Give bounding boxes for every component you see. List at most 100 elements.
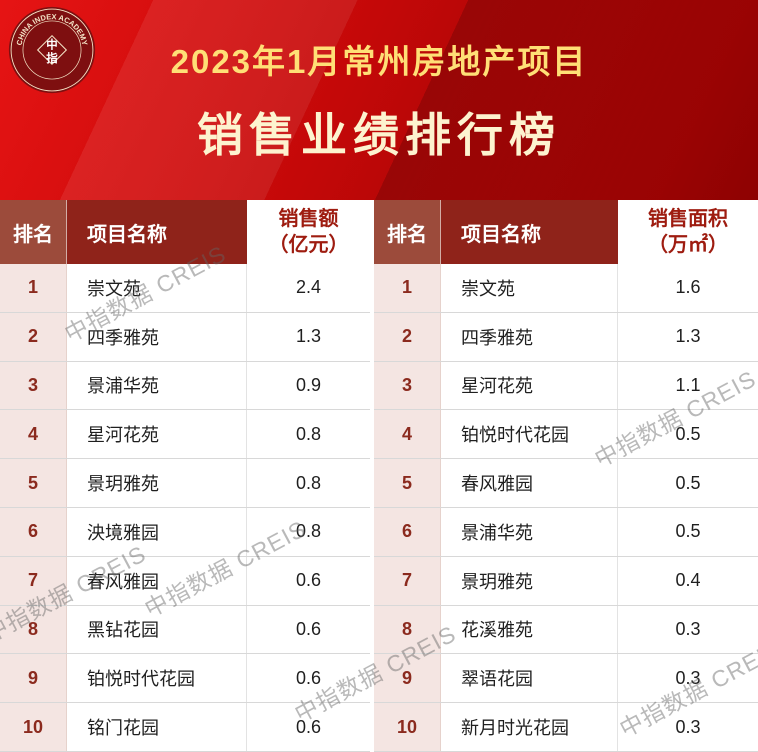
rank-cell: 8: [0, 605, 67, 654]
rank-cell: 8: [374, 605, 441, 654]
value-cell: 0.3: [675, 667, 701, 688]
table-row: 2 四季雅苑 1.3: [374, 312, 758, 362]
table-header-row: 排名 项目名称 销售额 （亿元）: [0, 200, 370, 264]
rank-cell: 1: [0, 264, 67, 312]
rank-cell: 9: [0, 654, 67, 703]
sales-amount-column-header: 销售额 （亿元）: [247, 200, 370, 264]
sales-amount-header-line1: 销售额: [278, 208, 339, 230]
rank-cell: 5: [374, 459, 441, 507]
rank-cell: 2: [374, 312, 441, 361]
value-cell: 1.6: [675, 277, 701, 298]
rank-cell: 3: [374, 361, 441, 410]
table-row: 4 星河花苑 0.8: [0, 410, 370, 460]
project-name-cell: 春风雅园: [67, 556, 247, 605]
value-cell: 0.6: [295, 618, 322, 639]
project-name-cell: 黑钻花园: [67, 605, 247, 654]
project-name-cell: 翠语花园: [441, 654, 618, 703]
sales-area-header-line1: 销售面积: [648, 208, 728, 230]
value-cell: 0.9: [295, 374, 322, 395]
rank-cell: 10: [0, 703, 67, 751]
table-row: 1 崇文苑 2.4: [0, 264, 370, 313]
value-cell: 1.3: [675, 326, 701, 347]
value-cell: 2.4: [295, 277, 322, 298]
project-name-cell: 星河花苑: [67, 410, 247, 459]
rank-cell: 10: [374, 703, 441, 751]
rank-cell: 7: [374, 556, 441, 605]
rank-cell: 6: [374, 507, 441, 556]
table-row: 6 泱境雅园 0.8: [0, 507, 370, 557]
table-row: 10 铭门花园 0.6: [0, 703, 370, 752]
value-cell: 0.5: [675, 521, 701, 542]
value-cell: 0.8: [295, 423, 322, 444]
project-name-cell: 新月时光花园: [441, 703, 618, 751]
table-row: 7 春风雅园 0.6: [0, 556, 370, 606]
table-row: 6 景浦华苑 0.5: [374, 507, 758, 557]
rank-cell: 4: [374, 410, 441, 459]
value-cell: 0.5: [675, 472, 701, 493]
rank-cell: 2: [0, 312, 67, 361]
table-header-row: 排名 项目名称 销售面积 （万㎡）: [374, 200, 758, 264]
table-row: 9 铂悦时代花园 0.6: [0, 654, 370, 704]
project-name-cell: 铂悦时代花园: [441, 410, 618, 459]
project-name-cell: 铭门花园: [67, 703, 247, 751]
project-name-cell: 春风雅园: [441, 459, 618, 507]
table-row: 3 景浦华苑 0.9: [0, 361, 370, 411]
table-row: 5 景玥雅苑 0.8: [0, 459, 370, 508]
logo-char-1: 中: [46, 38, 57, 52]
project-name-cell: 景浦华苑: [441, 507, 618, 556]
logo-char-2: 指: [46, 51, 58, 65]
project-name-cell: 崇文苑: [67, 264, 247, 312]
sales-area-table: 排名 项目名称 销售面积 （万㎡） 1 崇文苑 1.6 2 四季雅苑 1.3 3…: [374, 200, 758, 752]
value-cell: 0.4: [675, 570, 701, 591]
project-name-cell: 景玥雅苑: [441, 556, 618, 605]
project-name-cell: 星河花苑: [441, 361, 618, 410]
table-row: 5 春风雅园 0.5: [374, 459, 758, 508]
table-row: 7 景玥雅苑 0.4: [374, 556, 758, 606]
rank-cell: 6: [0, 507, 67, 556]
value-cell: 1.3: [295, 326, 322, 347]
banner-titles: 2023年1月常州房地产项目 销售业绩排行榜: [0, 0, 758, 200]
sales-amount-table: 排名 项目名称 销售额 （亿元） 1 崇文苑 2.4 2 四季雅苑 1.3 3 …: [0, 200, 370, 752]
rank-cell: 4: [0, 410, 67, 459]
value-cell: 0.8: [295, 521, 322, 542]
table-row: 4 铂悦时代花园 0.5: [374, 410, 758, 460]
header-banner: CHINA INDEX ACADEMY 中 指 2023年1月常州房地产项目 销…: [0, 0, 758, 200]
project-name-cell: 四季雅苑: [441, 312, 618, 361]
project-name-cell: 崇文苑: [441, 264, 618, 312]
project-name-cell: 四季雅苑: [67, 312, 247, 361]
rank-cell: 9: [374, 654, 441, 703]
project-name-cell: 景浦华苑: [67, 361, 247, 410]
table-body: 1 崇文苑 2.4 2 四季雅苑 1.3 3 景浦华苑 0.9 4 星河花苑 0…: [0, 264, 370, 752]
value-cell: 0.6: [295, 570, 322, 591]
rank-column-header: 排名: [0, 200, 67, 264]
table-row: 9 翠语花园 0.3: [374, 654, 758, 704]
project-name-cell: 花溪雅苑: [441, 605, 618, 654]
project-name-cell: 泱境雅园: [67, 507, 247, 556]
rank-cell: 5: [0, 459, 67, 507]
project-name-cell: 铂悦时代花园: [67, 654, 247, 703]
project-name-column-header: 项目名称: [441, 200, 618, 264]
rank-column-header: 排名: [374, 200, 441, 264]
table-row: 10 新月时光花园 0.3: [374, 703, 758, 752]
page-title-line1: 2023年1月常州房地产项目: [170, 43, 588, 80]
rank-cell: 1: [374, 264, 441, 312]
sales-area-column-header: 销售面积 （万㎡）: [618, 200, 758, 264]
value-cell: 1.1: [675, 374, 701, 395]
table-row: 8 花溪雅苑 0.3: [374, 605, 758, 655]
table-row: 8 黑钻花园 0.6: [0, 605, 370, 655]
value-cell: 0.3: [675, 716, 701, 737]
sales-amount-header-line2: （亿元）: [268, 234, 349, 256]
table-row: 2 四季雅苑 1.3: [0, 312, 370, 362]
value-cell: 0.8: [295, 472, 322, 493]
value-cell: 0.6: [295, 716, 322, 737]
china-index-academy-logo: CHINA INDEX ACADEMY 中 指: [8, 6, 96, 99]
logo-seal-icon: CHINA INDEX ACADEMY 中 指: [8, 6, 96, 94]
table-row: 3 星河花苑 1.1: [374, 361, 758, 411]
value-cell: 0.3: [675, 618, 701, 639]
project-name-cell: 景玥雅苑: [67, 459, 247, 507]
project-name-column-header: 项目名称: [67, 200, 247, 264]
rank-cell: 3: [0, 361, 67, 410]
value-cell: 0.5: [675, 423, 701, 444]
sales-area-header-line2: （万㎡）: [648, 234, 728, 256]
value-cell: 0.6: [295, 667, 322, 688]
